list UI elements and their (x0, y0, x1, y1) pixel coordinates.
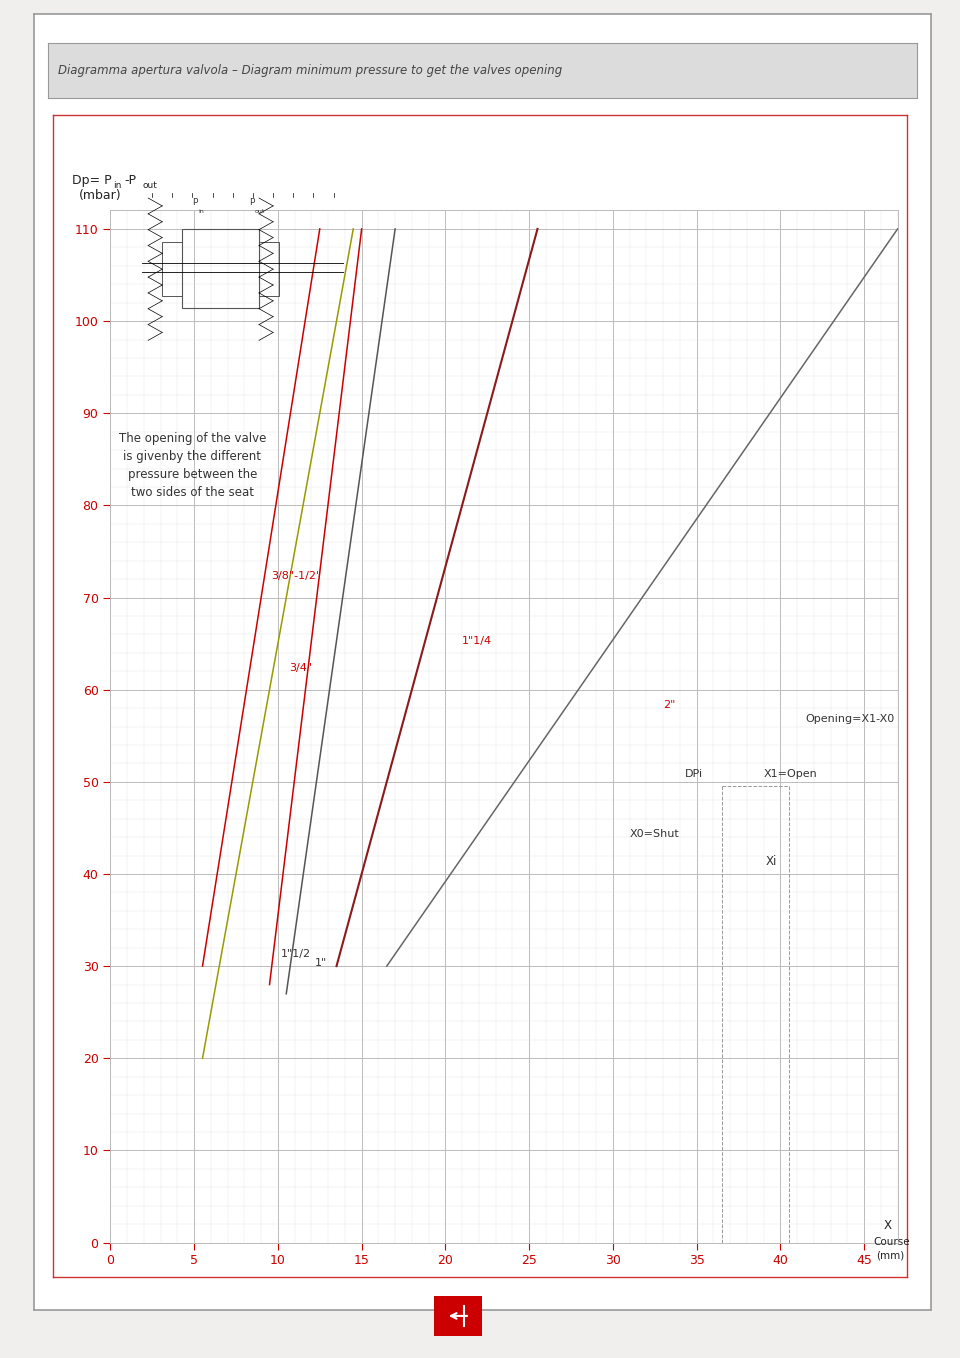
Text: The opening of the valve
is givenby the different
pressure between the
two sides: The opening of the valve is givenby the … (119, 432, 266, 498)
Text: -P: -P (125, 174, 137, 187)
Text: (mm): (mm) (876, 1251, 904, 1260)
Text: out: out (142, 181, 156, 190)
Bar (259, 242, 279, 296)
Text: X: X (883, 1218, 891, 1232)
Text: Dp= P: Dp= P (72, 174, 111, 187)
Text: Opening=X1-X0: Opening=X1-X0 (805, 714, 895, 724)
Text: DPi: DPi (684, 769, 703, 779)
Text: Course: Course (874, 1237, 910, 1247)
Text: 1": 1" (315, 959, 327, 968)
Bar (182, 230, 259, 308)
Text: 2": 2" (663, 701, 676, 710)
Bar (162, 242, 182, 296)
Text: Diagramma apertura valvola – Diagram minimum pressure to get the valves opening: Diagramma apertura valvola – Diagram min… (59, 64, 563, 77)
Text: Xi: Xi (765, 854, 777, 868)
Text: P: P (192, 198, 198, 206)
Text: P: P (249, 198, 254, 206)
Text: X0=Shut: X0=Shut (630, 830, 680, 839)
Text: in: in (199, 209, 204, 213)
Text: (mbar): (mbar) (79, 189, 121, 202)
Text: X1=Open: X1=Open (763, 769, 817, 779)
Text: 1"1/2: 1"1/2 (281, 949, 311, 959)
Text: 3/8"-1/2": 3/8"-1/2" (271, 572, 322, 581)
Text: out: out (255, 209, 265, 213)
Text: in: in (113, 181, 122, 190)
Text: 1"1/4: 1"1/4 (462, 636, 492, 645)
Text: 3/4": 3/4" (290, 663, 313, 674)
